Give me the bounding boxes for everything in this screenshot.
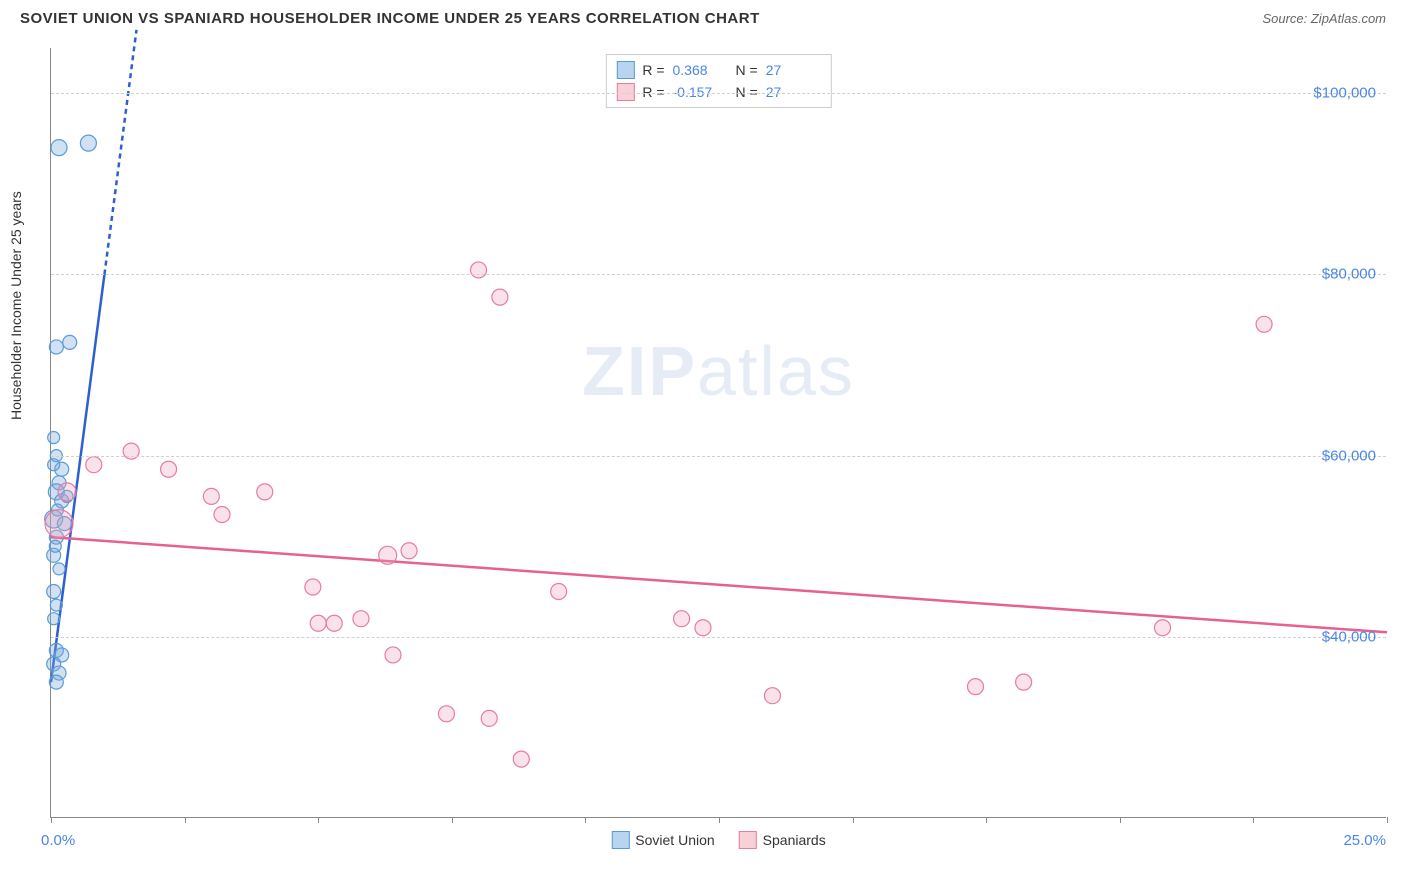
data-point (968, 679, 984, 695)
data-point (481, 710, 497, 726)
data-point (49, 340, 63, 354)
x-tick (1387, 817, 1388, 823)
gridline-h (51, 93, 1386, 94)
data-point (48, 613, 60, 625)
x-tick (318, 817, 319, 823)
data-point (45, 510, 73, 538)
data-point (674, 611, 690, 627)
data-point (695, 620, 711, 636)
gridline-h (51, 274, 1386, 275)
y-tick-label: $100,000 (1313, 85, 1376, 102)
x-tick (51, 817, 52, 823)
chart-title: SOVIET UNION VS SPANIARD HOUSEHOLDER INC… (20, 10, 760, 27)
data-point (438, 706, 454, 722)
data-point (49, 540, 61, 552)
x-tick (585, 817, 586, 823)
x-axis-start-label: 0.0% (41, 832, 75, 849)
data-point (471, 262, 487, 278)
data-point (1155, 620, 1171, 636)
data-point (123, 443, 139, 459)
x-tick (719, 817, 720, 823)
data-point (48, 432, 60, 444)
data-point (214, 507, 230, 523)
source-attribution: Source: ZipAtlas.com (1262, 11, 1386, 26)
x-tick (986, 817, 987, 823)
y-axis-label: Householder Income Under 25 years (8, 191, 24, 420)
x-tick (1120, 817, 1121, 823)
data-point (53, 563, 65, 575)
data-point (551, 584, 567, 600)
data-point (310, 615, 326, 631)
data-point (764, 688, 780, 704)
x-axis-end-label: 25.0% (1343, 832, 1386, 849)
gridline-h (51, 456, 1386, 457)
data-point (401, 543, 417, 559)
series-legend: Soviet Union Spaniards (611, 831, 825, 849)
data-point (257, 484, 273, 500)
y-tick-label: $40,000 (1322, 628, 1376, 645)
legend-label: Soviet Union (635, 832, 714, 848)
legend-label: Spaniards (763, 832, 826, 848)
data-point (326, 615, 342, 631)
data-point (86, 457, 102, 473)
data-point (513, 751, 529, 767)
y-tick-label: $80,000 (1322, 266, 1376, 283)
data-point (385, 647, 401, 663)
x-tick (452, 817, 453, 823)
x-tick (1253, 817, 1254, 823)
chart-plot-area: ZIPatlas R =0.368N =27R =-0.157N =27 Sov… (50, 48, 1386, 818)
data-point (49, 675, 63, 689)
legend-swatch (611, 831, 629, 849)
gridline-h (51, 637, 1386, 638)
x-tick (853, 817, 854, 823)
legend-item: Spaniards (739, 831, 826, 849)
data-point (353, 611, 369, 627)
x-tick (185, 817, 186, 823)
data-point (1016, 674, 1032, 690)
scatter-plot-svg (51, 48, 1386, 817)
data-point (203, 488, 219, 504)
data-point (51, 140, 67, 156)
data-point (492, 289, 508, 305)
data-point (58, 483, 76, 501)
y-tick-label: $60,000 (1322, 447, 1376, 464)
legend-item: Soviet Union (611, 831, 714, 849)
data-point (80, 135, 96, 151)
data-point (63, 335, 77, 349)
data-point (50, 599, 62, 611)
data-point (47, 585, 61, 599)
data-point (305, 579, 321, 595)
data-point (161, 461, 177, 477)
data-point (379, 546, 397, 564)
legend-swatch (739, 831, 757, 849)
data-point (1256, 316, 1272, 332)
data-point (48, 459, 60, 471)
